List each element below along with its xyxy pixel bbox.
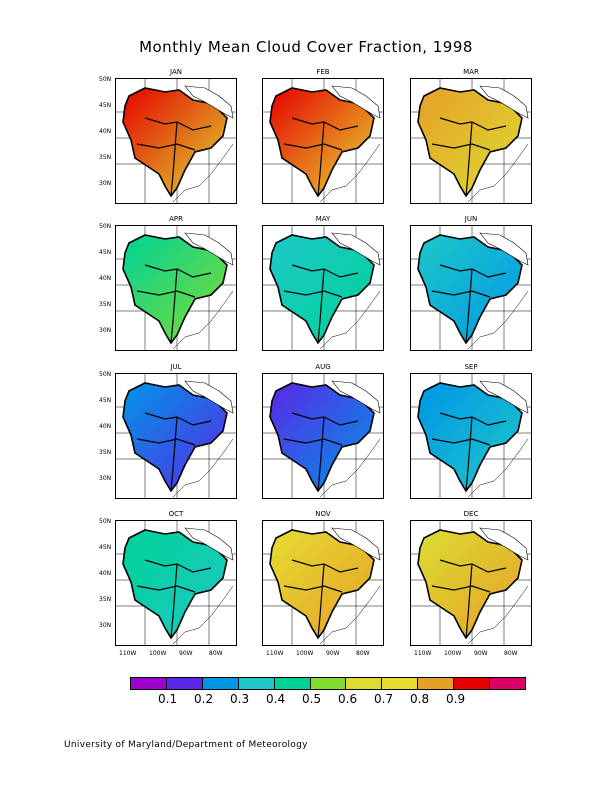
colorbar-tick-label: 0.4 (266, 692, 286, 706)
month-label: NOV (315, 510, 331, 518)
lat-label: 45N (99, 249, 112, 256)
lon-label: 90W (474, 650, 488, 657)
map-plot (262, 78, 384, 204)
map-panel-nov: NOV 110W 100W 90W 80W (262, 510, 384, 657)
map-plot (115, 78, 237, 204)
month-label: SEP (464, 363, 478, 371)
map-plot (262, 225, 384, 351)
colorbar (130, 677, 526, 690)
lat-label: 30N (99, 622, 112, 629)
lon-label: 100W (444, 650, 462, 657)
map-panel-jul: JUL 50N 45N 40N 35N 30N (99, 363, 237, 499)
month-label: OCT (168, 510, 184, 518)
map-panel-feb: FEB (262, 68, 384, 204)
figure-title: Monthly Mean Cloud Cover Fraction, 1998 (139, 38, 473, 56)
colorbar-tick-label: 0.6 (338, 692, 358, 706)
colorbar-tick-label: 0.2 (194, 692, 214, 706)
map-plot (262, 520, 384, 646)
colorbar-swatch (490, 678, 525, 689)
month-label: DEC (463, 510, 479, 518)
lat-label: 40N (99, 570, 112, 577)
map-panel-jan: JAN 50N 45N 40N 35N 30N (99, 68, 237, 204)
map-plot (410, 78, 532, 204)
colorbar-swatch (454, 678, 491, 689)
lat-label: 40N (99, 423, 112, 430)
map-panel-apr: APR 50N 45N 40N 35N 30N (99, 215, 237, 351)
colorbar-tick-label: 0.3 (230, 692, 250, 706)
map-plot (410, 520, 532, 646)
lat-label: 30N (99, 327, 112, 334)
lat-label: 40N (99, 275, 112, 282)
lon-label: 80W (356, 650, 370, 657)
colorbar-swatch (382, 678, 419, 689)
map-plot (115, 225, 237, 351)
lat-label: 50N (99, 371, 112, 378)
month-label: JUN (464, 215, 478, 223)
lat-label: 30N (99, 180, 112, 187)
colorbar-tick-label: 0.9 (446, 692, 466, 706)
month-label: AUG (315, 363, 331, 371)
lon-label: 110W (266, 650, 284, 657)
lat-label: 30N (99, 475, 112, 482)
map-panel-oct: OCT 50N 45N 40N 35N 30N 110W 100W 90W 80W (99, 510, 237, 657)
footer-credit: University of Maryland/Department of Met… (64, 740, 308, 750)
colorbar-tick-label: 0.7 (374, 692, 394, 706)
colorbar-swatch (418, 678, 455, 689)
lon-label: 110W (414, 650, 432, 657)
lat-label: 50N (99, 518, 112, 525)
lat-label: 50N (99, 223, 112, 230)
lat-label: 35N (99, 154, 112, 161)
lat-label: 45N (99, 102, 112, 109)
month-label: JAN (170, 68, 182, 76)
lat-label: 45N (99, 544, 112, 551)
colorbar-tick-label: 0.1 (158, 692, 178, 706)
map-plot (262, 373, 384, 499)
map-plot (410, 225, 532, 351)
lon-label: 110W (119, 650, 137, 657)
lat-label: 35N (99, 449, 112, 456)
map-plot (115, 373, 237, 499)
month-label: JUL (170, 363, 182, 371)
colorbar-swatch (274, 678, 311, 689)
colorbar-tick-label: 0.5 (302, 692, 322, 706)
map-panel-aug: AUG (262, 363, 384, 499)
colorbar-swatch (166, 678, 203, 689)
map-panel-mar: MAR (410, 68, 532, 204)
lon-label: 100W (296, 650, 314, 657)
lat-label: 40N (99, 128, 112, 135)
map-panel-may: MAY (262, 215, 384, 351)
colorbar-swatch (310, 678, 347, 689)
lat-label: 45N (99, 397, 112, 404)
map-panel-sep: SEP (410, 363, 532, 499)
colorbar-tick-label: 0.8 (410, 692, 430, 706)
month-label: FEB (316, 68, 330, 76)
map-plot (410, 373, 532, 499)
colorbar-swatch (346, 678, 383, 689)
map-plot (115, 520, 237, 646)
colorbar-swatch (131, 678, 167, 689)
map-panel-dec: DEC 110W 100W 90W 80W (410, 510, 532, 657)
month-label: APR (169, 215, 183, 223)
lon-label: 80W (504, 650, 518, 657)
lat-label: 35N (99, 596, 112, 603)
lat-label: 35N (99, 301, 112, 308)
month-label: MAY (315, 215, 331, 223)
lat-label: 50N (99, 76, 112, 83)
colorbar-swatch (202, 678, 239, 689)
month-label: MAR (463, 68, 479, 76)
lon-label: 80W (209, 650, 223, 657)
colorbar-swatch (238, 678, 275, 689)
lon-label: 100W (149, 650, 167, 657)
map-panel-jun: JUN (410, 215, 532, 351)
lon-label: 90W (326, 650, 340, 657)
lon-label: 90W (179, 650, 193, 657)
